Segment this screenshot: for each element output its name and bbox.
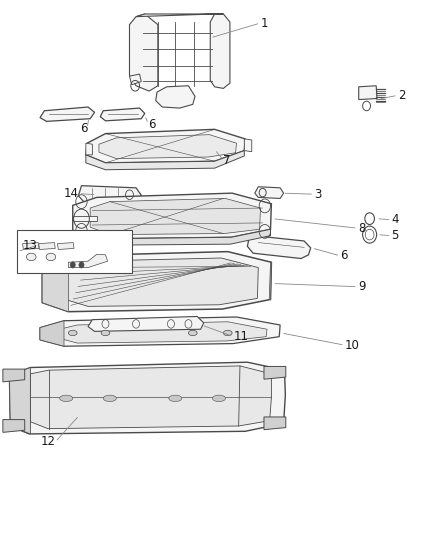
Polygon shape (78, 185, 141, 201)
Circle shape (79, 262, 84, 268)
Polygon shape (10, 368, 30, 434)
Text: 11: 11 (233, 330, 248, 343)
Polygon shape (68, 254, 108, 268)
Ellipse shape (169, 395, 182, 401)
Polygon shape (86, 143, 92, 155)
Text: 14: 14 (64, 187, 78, 200)
Polygon shape (255, 187, 284, 198)
Ellipse shape (68, 330, 77, 336)
Polygon shape (88, 317, 204, 332)
Ellipse shape (60, 395, 73, 401)
Text: 2: 2 (398, 89, 406, 102)
Polygon shape (244, 139, 252, 152)
Polygon shape (359, 86, 377, 100)
Polygon shape (40, 321, 64, 346)
Polygon shape (136, 14, 223, 17)
Circle shape (70, 262, 75, 268)
Polygon shape (65, 258, 258, 306)
Text: 7: 7 (223, 154, 231, 167)
Polygon shape (10, 362, 286, 434)
Text: 10: 10 (345, 338, 360, 352)
Polygon shape (22, 243, 39, 249)
Polygon shape (3, 419, 25, 432)
Text: 6: 6 (340, 249, 348, 262)
Polygon shape (57, 243, 74, 249)
Polygon shape (42, 256, 68, 312)
Polygon shape (73, 229, 271, 245)
Polygon shape (86, 151, 244, 169)
Polygon shape (86, 130, 245, 163)
Text: 3: 3 (314, 188, 321, 201)
FancyBboxPatch shape (17, 230, 132, 273)
Polygon shape (100, 108, 145, 121)
Ellipse shape (26, 253, 36, 261)
Text: 1: 1 (261, 17, 268, 29)
Polygon shape (3, 369, 25, 382)
Ellipse shape (101, 330, 110, 336)
Polygon shape (264, 417, 286, 430)
Polygon shape (155, 86, 195, 108)
Polygon shape (130, 74, 141, 85)
Text: 9: 9 (358, 280, 365, 293)
Text: 8: 8 (358, 222, 365, 235)
Polygon shape (247, 236, 311, 259)
Polygon shape (42, 252, 272, 312)
Text: 12: 12 (40, 435, 55, 448)
Polygon shape (269, 262, 272, 300)
Ellipse shape (46, 253, 56, 261)
Ellipse shape (223, 330, 232, 336)
Text: 13: 13 (23, 239, 38, 252)
Ellipse shape (188, 330, 197, 336)
Polygon shape (264, 367, 286, 379)
Polygon shape (39, 243, 55, 249)
Polygon shape (90, 198, 261, 235)
Polygon shape (57, 322, 267, 343)
Text: 5: 5 (392, 229, 399, 242)
Text: 6: 6 (80, 122, 87, 135)
Polygon shape (210, 14, 230, 88)
Polygon shape (130, 14, 158, 91)
Ellipse shape (103, 395, 117, 401)
Polygon shape (73, 216, 97, 221)
Text: 4: 4 (392, 213, 399, 226)
Polygon shape (30, 366, 272, 429)
Ellipse shape (212, 395, 226, 401)
Polygon shape (40, 317, 280, 346)
Text: 6: 6 (148, 118, 156, 131)
Polygon shape (73, 193, 272, 239)
Polygon shape (40, 107, 95, 122)
Polygon shape (99, 135, 237, 159)
